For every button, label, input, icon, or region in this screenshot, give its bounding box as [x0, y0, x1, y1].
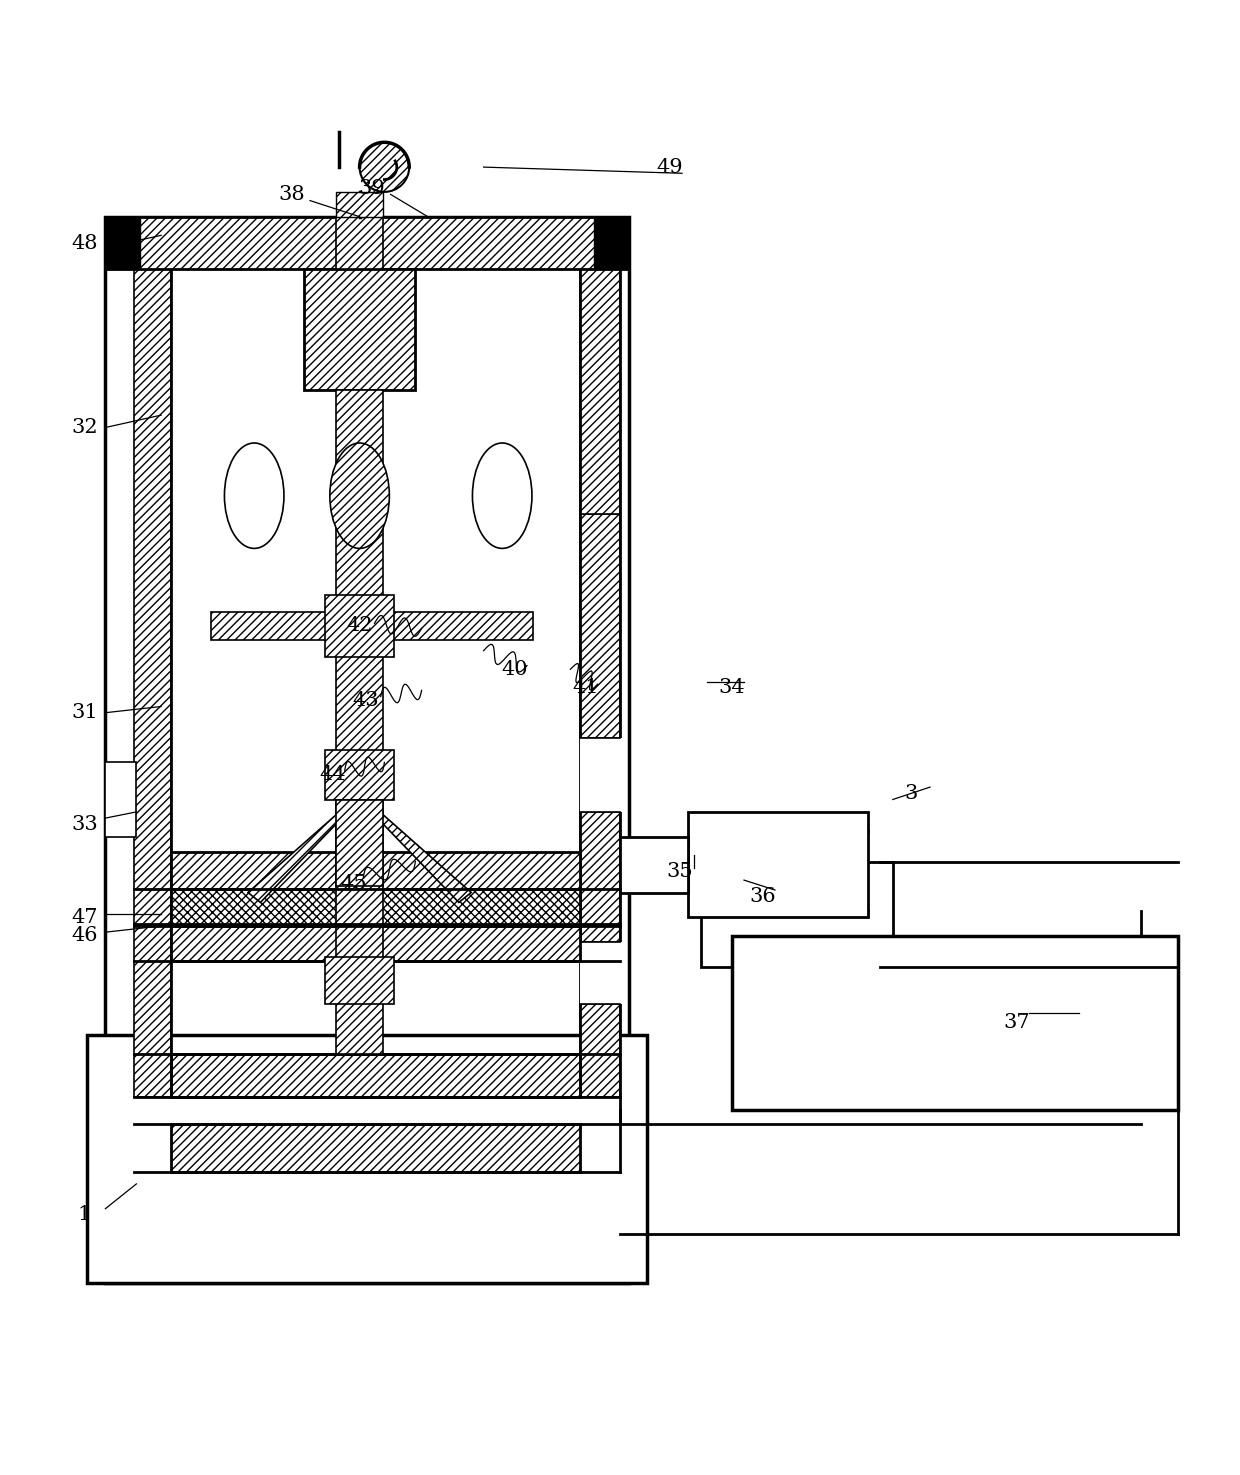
- Text: 44: 44: [319, 766, 346, 785]
- Bar: [580, 1004, 620, 1097]
- Bar: [336, 192, 383, 217]
- Bar: [701, 861, 893, 968]
- Text: 37: 37: [1003, 1013, 1030, 1032]
- Bar: [325, 594, 393, 656]
- Bar: [580, 268, 620, 515]
- Bar: [211, 612, 533, 640]
- Polygon shape: [353, 794, 471, 903]
- Bar: [171, 1053, 580, 1097]
- Ellipse shape: [330, 442, 389, 549]
- Bar: [325, 749, 393, 799]
- Bar: [336, 391, 383, 1053]
- Text: 45: 45: [340, 875, 367, 894]
- Text: 34: 34: [718, 678, 745, 698]
- Ellipse shape: [224, 442, 284, 549]
- Bar: [171, 889, 580, 926]
- Text: 46: 46: [71, 926, 98, 945]
- Bar: [171, 1124, 580, 1171]
- Bar: [87, 1035, 647, 1283]
- Bar: [325, 957, 393, 1004]
- Bar: [594, 217, 629, 268]
- Bar: [105, 217, 629, 268]
- Text: 43: 43: [352, 690, 379, 709]
- Bar: [105, 217, 140, 268]
- Bar: [580, 738, 622, 811]
- Text: 32: 32: [71, 417, 98, 437]
- Bar: [732, 937, 1178, 1109]
- Ellipse shape: [472, 442, 532, 549]
- Bar: [105, 763, 136, 836]
- Bar: [688, 811, 868, 917]
- Bar: [336, 799, 383, 886]
- Bar: [105, 217, 629, 1283]
- Bar: [336, 217, 383, 268]
- Bar: [580, 943, 622, 1004]
- Text: 49: 49: [656, 158, 683, 177]
- Text: 31: 31: [71, 704, 98, 723]
- Bar: [304, 268, 415, 391]
- Text: 38: 38: [278, 184, 305, 204]
- Text: 39: 39: [358, 178, 386, 198]
- Bar: [171, 851, 580, 889]
- Text: 35: 35: [666, 861, 693, 881]
- Bar: [620, 836, 688, 892]
- Ellipse shape: [360, 142, 409, 192]
- Text: 3: 3: [905, 783, 918, 802]
- Text: 1: 1: [78, 1205, 91, 1224]
- Bar: [171, 926, 580, 960]
- Text: 42: 42: [346, 617, 373, 636]
- Text: 47: 47: [71, 907, 98, 926]
- Text: 48: 48: [71, 235, 98, 254]
- Text: 41: 41: [572, 678, 599, 698]
- Bar: [134, 268, 171, 1097]
- Text: 33: 33: [71, 814, 98, 833]
- Polygon shape: [248, 794, 366, 903]
- Text: 36: 36: [749, 886, 776, 906]
- Text: 40: 40: [501, 659, 528, 679]
- Bar: [580, 515, 620, 738]
- Bar: [580, 811, 620, 943]
